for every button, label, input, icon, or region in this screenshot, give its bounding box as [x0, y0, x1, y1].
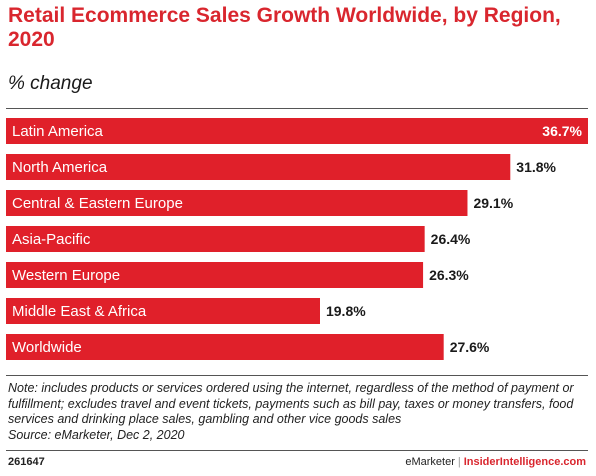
category-label-central-eastern-europe: Central & Eastern Europe: [12, 195, 183, 212]
emarketer-brand: eMarketer: [405, 456, 455, 468]
value-label-north-america: 31.8%: [516, 159, 556, 175]
value-label-worldwide: 27.6%: [450, 339, 490, 355]
category-label-north-america: North America: [12, 159, 108, 176]
category-label-latin-america: Latin America: [12, 123, 104, 140]
bar-chart: Latin America 36.7% North America 31.8% Cent…: [6, 118, 588, 360]
bar-central-eastern-europe: [6, 190, 468, 216]
value-label-asia-pacific: 26.4%: [431, 231, 471, 247]
category-label-asia-pacific: Asia-Pacific: [12, 231, 91, 248]
bar-north-america: [6, 154, 511, 180]
chart-subtitle: % change: [8, 73, 93, 94]
category-label-western-europe: Western Europe: [12, 267, 120, 284]
category-label-middle-east-africa: Middle East & Africa: [12, 303, 147, 320]
insider-intelligence-brand: InsiderIntelligence.com: [463, 456, 586, 468]
category-label-worldwide: Worldwide: [12, 339, 82, 356]
bar-worldwide: [6, 334, 444, 360]
top-divider: [6, 108, 588, 109]
bar-latin-america: [6, 118, 588, 144]
bottom-divider: [6, 375, 588, 376]
note-text: Note: includes products or services orde…: [8, 381, 574, 426]
bar-middle-east-africa: [6, 298, 320, 324]
value-label-latin-america: 36.7%: [542, 123, 582, 139]
footer-divider: [6, 450, 588, 451]
value-label-central-eastern-europe: 29.1%: [473, 195, 513, 211]
source-text: Source: eMarketer, Dec 2, 2020: [8, 427, 185, 442]
bar-western-europe: [6, 262, 424, 288]
bar-asia-pacific: [6, 226, 425, 252]
value-label-middle-east-africa: 19.8%: [326, 303, 366, 319]
brand-footer: eMarketer | InsiderIntelligence.com: [405, 456, 586, 468]
value-label-western-europe: 26.3%: [429, 267, 469, 283]
chart-id: 261647: [8, 456, 45, 468]
chart-note: Note: includes products or services orde…: [8, 381, 590, 443]
brand-separator: |: [457, 456, 461, 468]
chart-title: Retail Ecommerce Sales Growth Worldwide,…: [8, 4, 561, 51]
